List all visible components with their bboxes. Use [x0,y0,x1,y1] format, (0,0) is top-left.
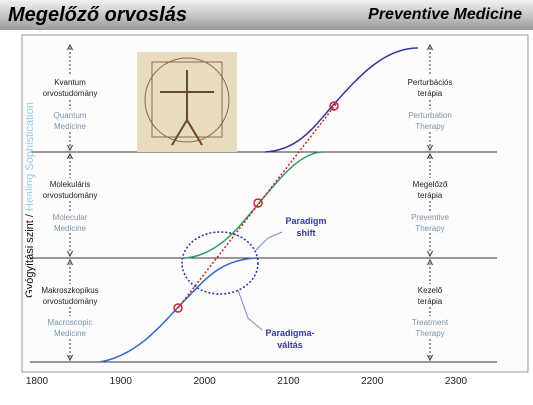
annotation: Paradigma- [265,328,314,338]
marker [173,303,183,313]
annotation: shift [297,228,316,238]
level-label-en: Therapy [415,329,444,338]
label-bg [400,211,460,233]
arrow-head [67,43,73,152]
annotation: Paradigm [285,216,326,226]
y-label-hu: Gyógyítási szint / [24,211,36,298]
level-label-hu: Kezelő [418,286,443,295]
level-label-hu: Makroszkopikus [41,286,98,295]
curve [99,257,259,363]
label-bg [40,109,100,131]
arrow-head [67,152,73,258]
level-label-hu: Kvantum [54,78,86,87]
level-label-en: Treatment [412,318,449,327]
arrow-head [427,258,433,362]
level-label-en: Medicine [54,224,87,233]
label-bg [392,76,468,98]
level-label-hu: orvostudomány [43,191,98,200]
level-label-en: Molecular [53,213,88,222]
level-label-hu: orvostudomány [43,297,98,306]
label-bg [400,316,460,338]
x-tick-label: 1900 [110,376,133,387]
vitruvian-image [144,57,230,143]
pointer [237,289,263,331]
annotation: váltás [277,340,303,350]
x-tick-label: 2000 [193,376,216,387]
x-tick-label: 2200 [361,376,384,387]
label-bg [40,316,100,338]
label-bg [392,284,468,306]
y-axis-label: Gyógyítási szint / Healing Sophisticatio… [24,102,36,298]
level-label-hu: orvostudomány [43,89,98,98]
level-label-en: Quantum [54,111,87,120]
level-label-en: Perturbation [408,111,452,120]
vitruvian-image [160,70,214,146]
label-bg [400,109,460,131]
level-label-en: Therapy [415,224,444,233]
marker [329,101,339,111]
label-bg [392,178,468,200]
arrow-head [427,43,433,152]
level-label-en: Medicine [54,122,87,131]
level-label-en: Medicine [54,329,87,338]
label-bg [32,178,108,200]
level-label-hu: terápia [418,89,443,98]
x-tick-label: 1800 [26,376,49,387]
pointer [255,231,283,251]
x-tick-label: 2100 [277,376,300,387]
curve [264,47,419,153]
marker [253,198,263,208]
labels: 1800 1900 2000 2100 2200 2300 Kvantum orvostudo… [26,76,468,387]
x-tick-label: 2300 [445,376,468,387]
arrow-head [67,258,73,362]
level-label-hu: Megelőző [413,180,448,189]
header-band [0,0,533,30]
level-label-en: Macroscopic [48,318,93,327]
level-label-en: Therapy [415,122,444,131]
shift-ellipse [181,231,259,295]
level-label-hu: Molekuláris [50,180,90,189]
label-bg [40,211,100,233]
title: Megelőző orvoslás [8,4,187,26]
arrow-head [427,152,433,258]
label-bg [32,284,108,306]
vitruvian-image [151,61,223,138]
label-bg [32,76,108,98]
level-label-hu: terápia [418,191,443,200]
subtitle: Preventive Medicine [368,6,522,23]
level-label-en: Preventive [411,213,449,222]
trend-line [177,103,337,309]
level-label-hu: Perturbációs [408,78,453,87]
level-label-hu: terápia [418,297,443,306]
